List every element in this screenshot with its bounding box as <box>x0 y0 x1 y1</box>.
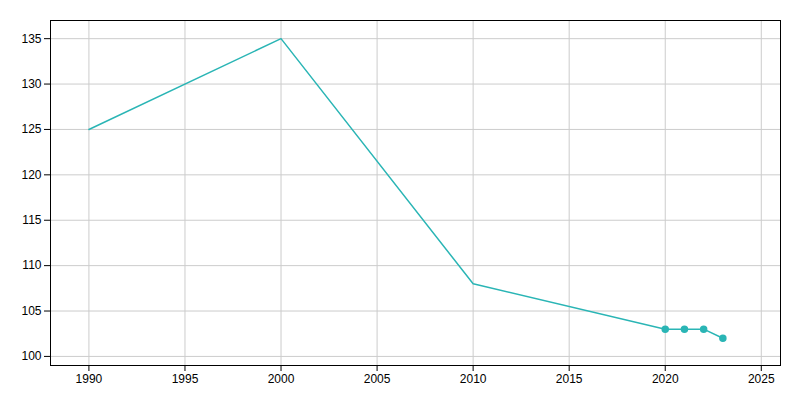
svg-text:105: 105 <box>21 304 41 318</box>
svg-text:2015: 2015 <box>556 372 583 386</box>
svg-text:1990: 1990 <box>76 372 103 386</box>
svg-text:2000: 2000 <box>268 372 295 386</box>
svg-text:2020: 2020 <box>652 372 679 386</box>
svg-text:2025: 2025 <box>748 372 775 386</box>
svg-text:100: 100 <box>21 349 41 363</box>
svg-text:120: 120 <box>21 168 41 182</box>
svg-text:130: 130 <box>21 77 41 91</box>
svg-text:135: 135 <box>21 31 41 45</box>
svg-text:110: 110 <box>22 258 41 272</box>
svg-text:115: 115 <box>22 213 41 227</box>
svg-text:1995: 1995 <box>172 372 199 386</box>
svg-text:2005: 2005 <box>364 372 391 386</box>
svg-text:125: 125 <box>21 122 41 136</box>
svg-text:2010: 2010 <box>460 372 487 386</box>
